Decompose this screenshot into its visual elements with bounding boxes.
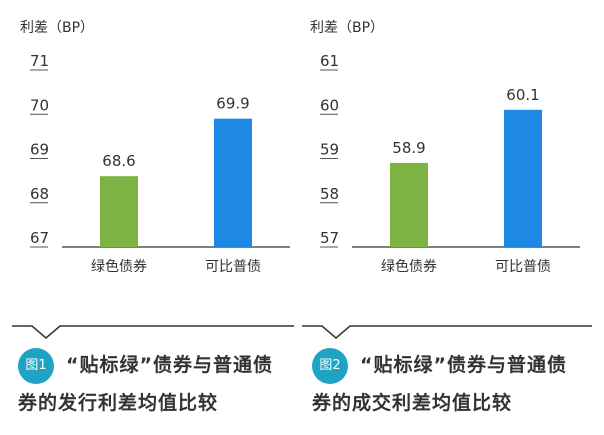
- caption-line-1: “贴标绿”债券与普通债: [66, 354, 273, 376]
- figure-badge-2: 图2: [312, 348, 348, 384]
- bar: [390, 162, 428, 247]
- caption-divider-1: [12, 325, 294, 339]
- chart-panel-2: 利差（BP） 61 60 59 58 57 58.9 绿色债券 60.1 可比普债: [302, 0, 592, 300]
- x-tick-label: 可比普债: [495, 259, 551, 275]
- x-tick-label: 绿色债券: [381, 258, 437, 275]
- caption-line-2: 券的成交利差均值比较: [312, 392, 513, 414]
- y-axis-title: 利差（BP）: [310, 20, 384, 36]
- y-tick-label: 59: [320, 141, 339, 159]
- data-label: 58.9: [392, 139, 425, 157]
- y-tick-label: 67: [30, 229, 49, 247]
- y-tick-label: 61: [320, 52, 339, 70]
- data-label: 60.1: [506, 86, 539, 104]
- x-tick-label: 可比普债: [205, 259, 261, 275]
- caption-line-2: 券的发行利差均值比较: [18, 392, 219, 414]
- bar: [214, 118, 252, 247]
- caption-divider-2: [302, 325, 592, 339]
- data-label: 68.6: [102, 152, 135, 170]
- x-tick-label: 绿色债券: [91, 258, 147, 275]
- bar-chart-2: 利差（BP） 61 60 59 58 57 58.9 绿色债券 60.1 可比普债: [310, 20, 580, 275]
- chart-panel-1: 利差（BP） 71 70 69 68 67 68.6 绿色债券 69.9 可比普债: [12, 0, 302, 300]
- y-tick-label: 57: [320, 229, 339, 247]
- caption-line-1: “贴标绿”债券与普通债: [360, 354, 567, 376]
- y-tick-label: 71: [30, 52, 49, 70]
- y-tick-label: 58: [320, 185, 339, 203]
- y-tick-label: 68: [30, 185, 49, 203]
- y-tick-label: 60: [320, 96, 339, 114]
- bar: [504, 109, 542, 247]
- y-tick-label: 69: [30, 141, 49, 159]
- bar-chart-1: 利差（BP） 71 70 69 68 67 68.6 绿色债券 69.9 可比普债: [20, 20, 290, 275]
- data-label: 69.9: [216, 95, 249, 113]
- bar: [100, 176, 138, 247]
- figure-badge-1: 图1: [18, 348, 54, 384]
- y-tick-label: 70: [30, 96, 49, 114]
- y-axis-title: 利差（BP）: [20, 20, 94, 36]
